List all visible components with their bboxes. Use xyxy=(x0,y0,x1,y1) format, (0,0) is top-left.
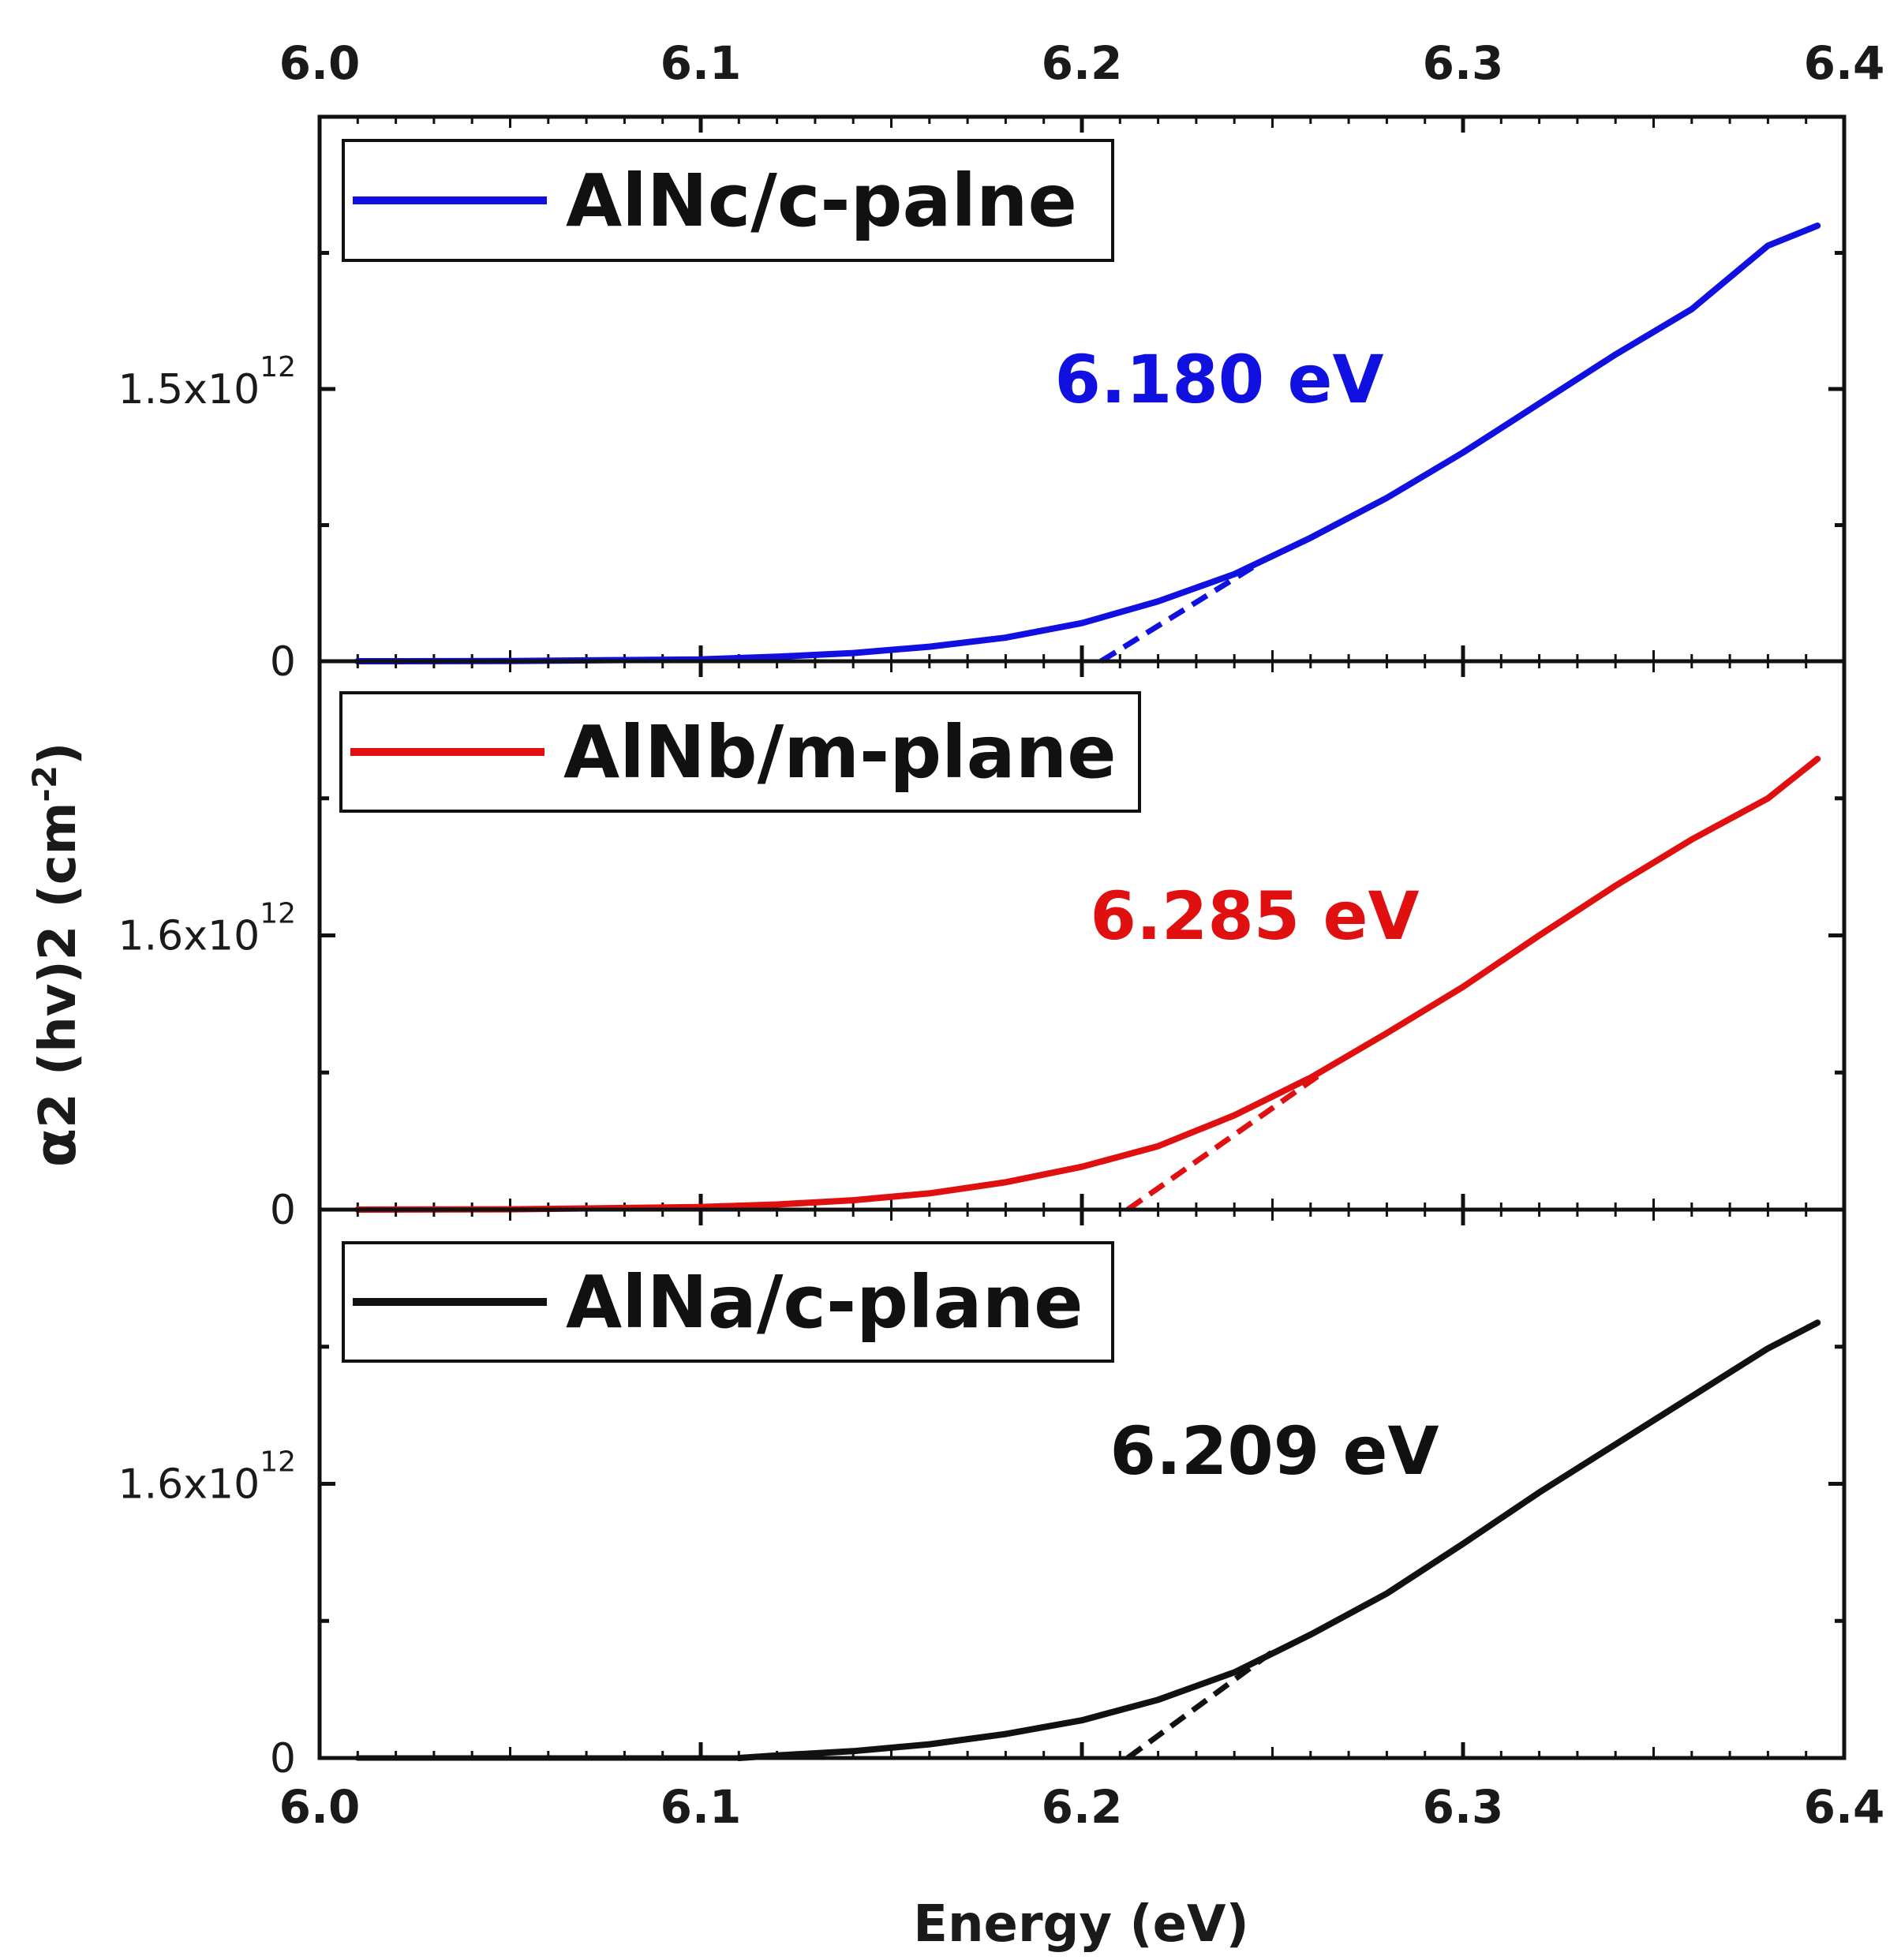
legend-label: AlNa/c-plane xyxy=(566,1260,1083,1345)
x-tick-label: 6.3 xyxy=(1423,1780,1504,1834)
x-tick-labels-bottom: 6.0 6.1 6.2 6.3 6.4 xyxy=(279,1780,1885,1834)
x-tick-labels-top: 6.0 6.1 6.2 6.3 6.4 xyxy=(279,36,1885,90)
x-tick-label: 6.1 xyxy=(660,1780,742,1834)
panel-bottom: 0 1.6x1012 AlNa/c-plane 6.209 eV xyxy=(118,1207,1847,1782)
linear-fit-line xyxy=(1125,1073,1320,1212)
y-tick-label: 1.6x1012 xyxy=(118,1446,296,1509)
x-tick-label: 6.4 xyxy=(1804,36,1885,90)
x-tick-label: 6.3 xyxy=(1423,36,1504,90)
legend-label: AlNb/m-plane xyxy=(563,710,1117,795)
linear-fit-line xyxy=(1125,1649,1274,1760)
bandgap-annotation: 6.285 eV xyxy=(1091,877,1420,955)
y-tick-label: 0 xyxy=(270,1735,296,1782)
legend-label: AlNc/c-palne xyxy=(566,159,1077,243)
y-tick-label: 0 xyxy=(270,1187,296,1234)
panel-middle: 0 1.6x1012 AlNb/m-plane 6.285 eV xyxy=(118,659,1847,1234)
linear-fit-line xyxy=(1099,564,1255,664)
series-line xyxy=(354,755,1821,1213)
panel-top: 0 1.5x1012 AlNc/c-palne 6.180 eV xyxy=(118,114,1847,686)
x-tick-label: 6.4 xyxy=(1804,1780,1885,1834)
x-tick-label: 6.1 xyxy=(660,36,742,90)
series-line xyxy=(354,223,1821,664)
bandgap-annotation: 6.209 eV xyxy=(1110,1412,1439,1490)
y-tick-label: 1.6x1012 xyxy=(118,898,296,960)
y-axis-title: α2 (hv)2 (cm-2) xyxy=(22,742,88,1168)
x-tick-label: 6.0 xyxy=(279,36,361,90)
y-tick-label: 1.5x1012 xyxy=(118,351,296,413)
x-tick-label: 6.0 xyxy=(279,1780,361,1834)
bandgap-annotation: 6.180 eV xyxy=(1055,341,1384,418)
y-tick-label: 0 xyxy=(270,638,296,686)
x-tick-label: 6.2 xyxy=(1042,1780,1123,1834)
series-line xyxy=(735,1319,1821,1761)
x-axis-title: Energy (eV) xyxy=(913,1895,1249,1954)
x-tick-label: 6.2 xyxy=(1042,36,1123,90)
